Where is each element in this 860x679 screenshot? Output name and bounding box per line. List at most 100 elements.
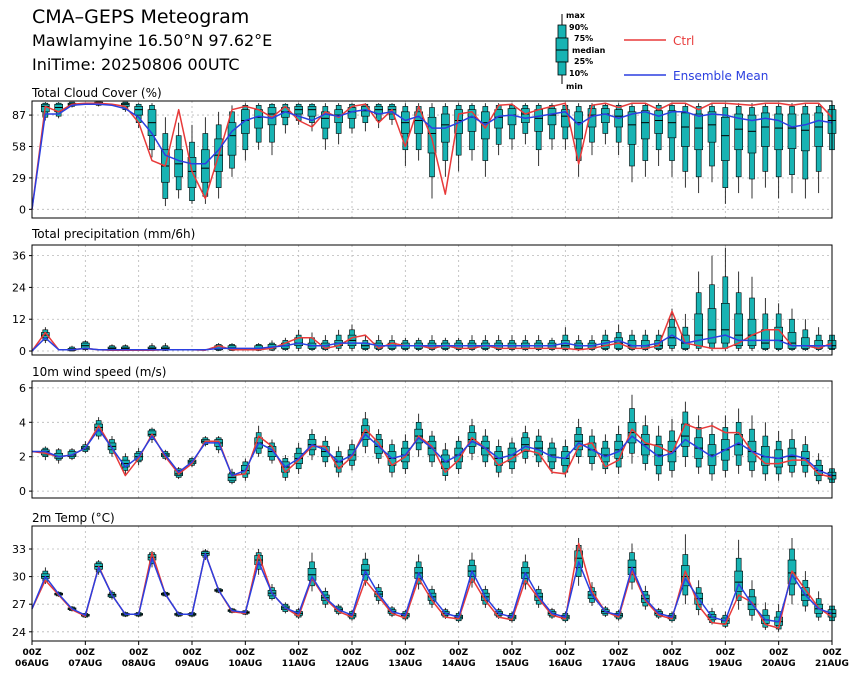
y-tick-label: 58	[12, 141, 26, 154]
box-plot	[401, 103, 410, 166]
y-tick-label: 6	[19, 382, 26, 395]
box-plot	[667, 308, 677, 352]
box-plot	[467, 418, 477, 461]
x-tick-label-time: 00Z	[662, 648, 682, 658]
boxes-wind-speed	[41, 394, 837, 485]
box-plot	[681, 401, 690, 468]
ctrl-line-wind-speed	[31, 423, 833, 479]
box-plot	[814, 103, 823, 194]
mean-line-cloud-cover	[31, 103, 833, 210]
box-plot	[787, 103, 797, 194]
x-tick-label-time: 00Z	[236, 648, 256, 658]
x-tick-label-date: 08AUG	[122, 659, 156, 669]
box-plot	[521, 103, 530, 145]
box-plot	[347, 103, 357, 134]
box-plot	[267, 340, 277, 352]
box-plot	[334, 103, 343, 145]
box-iqr	[521, 108, 530, 123]
x-tick-label-date: 09AUG	[175, 659, 209, 669]
box-plot	[734, 408, 743, 474]
x-tick-label-date: 19AUG	[708, 659, 742, 669]
box-iqr	[734, 570, 743, 592]
legend-label-min: min	[566, 82, 583, 91]
box-plot	[787, 429, 797, 478]
x-tick-label-time: 00Z	[609, 648, 629, 658]
x-tick-label-time: 00Z	[716, 648, 736, 658]
x-tick-label-time: 00Z	[129, 648, 149, 658]
x-tick-label-time: 00Z	[502, 648, 522, 658]
y-tick-label: 0	[19, 345, 26, 358]
box-iqr	[254, 109, 263, 129]
x-tick-label-date: 18AUG	[655, 659, 689, 669]
box-plot	[481, 103, 490, 177]
box-iqr	[747, 318, 757, 347]
box-iqr	[241, 109, 250, 134]
box-iqr	[721, 116, 730, 161]
box-plot	[507, 103, 517, 150]
panel-frame-precipitation	[31, 244, 833, 356]
box-plot	[654, 425, 663, 481]
box-plot	[707, 103, 717, 183]
box-iqr	[414, 111, 423, 134]
box-iqr	[787, 113, 797, 149]
box-plot	[801, 103, 810, 199]
x-tick-label-date: 10AUG	[228, 659, 262, 669]
y-tick-label: 30	[12, 571, 26, 584]
box-plot	[107, 436, 117, 457]
panel-frame-wind-speed	[31, 380, 833, 499]
box-plot	[614, 103, 623, 156]
legend-label-10pct: 10%	[569, 69, 588, 78]
y-tick-label: 27	[12, 598, 26, 611]
y-tick-label: 24	[12, 626, 26, 639]
box-plot	[574, 103, 583, 177]
box-plot	[81, 340, 90, 352]
box-plot	[707, 255, 717, 352]
panel-precipitation: Total precipitation (mm/6h) 0 12 24 36	[12, 227, 837, 358]
box-plot	[761, 298, 770, 352]
box-plot	[441, 103, 450, 177]
box-plot	[761, 422, 770, 481]
box-plot	[681, 103, 690, 188]
box-plot	[587, 103, 597, 156]
x-tick-label-time: 00Z	[76, 648, 96, 658]
init-time-label: IniTime: 20250806 00UTC	[32, 55, 240, 74]
box-iqr	[467, 109, 477, 132]
mean-line-precipitation	[31, 334, 832, 352]
box-iqr	[774, 326, 783, 349]
box-plot	[574, 335, 583, 352]
x-tick-label-time: 00Z	[769, 648, 789, 658]
panel-title-temperature: 2m Temp (°C)	[32, 511, 115, 525]
box-plot	[414, 103, 423, 161]
y-tick-label: 87	[12, 109, 26, 122]
y-tick-label: 33	[12, 543, 26, 556]
panel-frame-cloud-cover	[31, 100, 833, 219]
x-tick-label-date: 20AUG	[762, 659, 796, 669]
box-iqr	[641, 110, 650, 140]
panel-frame-temperature	[31, 525, 833, 642]
box-plot	[201, 117, 210, 204]
legend-label-75pct: 75%	[574, 34, 593, 43]
box-iqr	[734, 313, 743, 347]
box-iqr	[227, 122, 237, 156]
box-plot	[374, 103, 383, 129]
x-tick-label-time: 00Z	[289, 648, 309, 658]
box-iqr	[681, 112, 690, 147]
panel-cloud-cover: Total Cloud Cover (%) 0 29 58 87	[12, 86, 837, 219]
box-iqr	[761, 329, 770, 349]
x-tick-label-date: 12AUG	[335, 659, 369, 669]
box-plot	[254, 425, 263, 457]
box-plot	[721, 415, 730, 478]
x-tick-label-date: 16AUG	[548, 659, 582, 669]
mean-line-temperature	[31, 552, 833, 623]
box-iqr	[307, 106, 317, 117]
x-tick-label-date: 11AUG	[282, 659, 316, 669]
box-plot	[734, 271, 743, 352]
boxes-precipitation	[41, 247, 837, 352]
box-plot	[321, 103, 330, 150]
box-iqr	[507, 108, 517, 126]
box-iqr	[694, 113, 703, 151]
legend-label-median: median	[572, 46, 606, 55]
box-plot	[787, 308, 797, 352]
y-tick-label: 0	[19, 485, 26, 498]
box-plot	[654, 103, 663, 166]
